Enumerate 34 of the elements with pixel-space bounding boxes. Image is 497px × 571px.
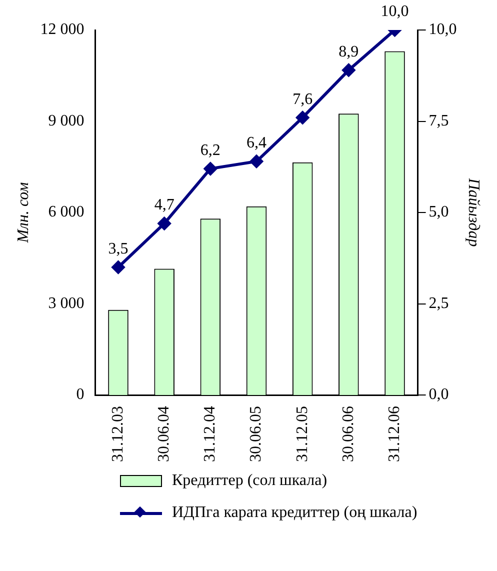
data-label: 7,6 <box>292 90 313 108</box>
data-label: 10,0 <box>380 3 409 20</box>
y-tick-label: 0 <box>76 386 84 404</box>
x-tick-label: 31.12.05 <box>294 406 311 462</box>
data-label: 8,9 <box>338 43 359 60</box>
legend-label: ИДПга карата кредиттер (оң шкала) <box>172 504 418 522</box>
x-tick-label: 31.12.03 <box>109 406 126 462</box>
data-label: 3,5 <box>108 240 128 258</box>
y2-tick-label: 2,5 <box>428 294 449 312</box>
y-tick-label: 3 000 <box>48 294 84 312</box>
data-label: 6,2 <box>200 142 220 159</box>
y-tick-label: 9 000 <box>48 112 84 130</box>
point <box>112 260 125 274</box>
data-label: 4,7 <box>154 196 174 214</box>
point <box>250 154 263 168</box>
x-tick-label: 31.12.06 <box>386 406 403 462</box>
y-tick-label: 12 000 <box>40 21 84 38</box>
legend-label: Кредиттер (сол шкала) <box>172 472 328 490</box>
x-tick-label: 31.12.04 <box>202 406 219 462</box>
y2-tick-label: 5,0 <box>428 204 449 221</box>
y2-axis-title: Пайыздар <box>465 177 482 247</box>
y2-tick-label: 0,0 <box>428 386 449 404</box>
x-tick-label: 30.06.06 <box>340 406 357 462</box>
point <box>296 111 310 124</box>
y2-tick-label: 7,5 <box>428 112 449 130</box>
point <box>204 162 217 176</box>
y2-tick-label: 10,0 <box>428 21 457 38</box>
x-tick-label: 30.06.05 <box>248 406 265 462</box>
point <box>158 216 171 230</box>
y-tick-label: 6 000 <box>48 204 84 221</box>
y-axis-title: Млн. сом <box>14 182 32 244</box>
data-label: 6,4 <box>246 134 266 152</box>
point <box>342 64 356 77</box>
x-tick-label: 30.06.04 <box>156 406 173 462</box>
